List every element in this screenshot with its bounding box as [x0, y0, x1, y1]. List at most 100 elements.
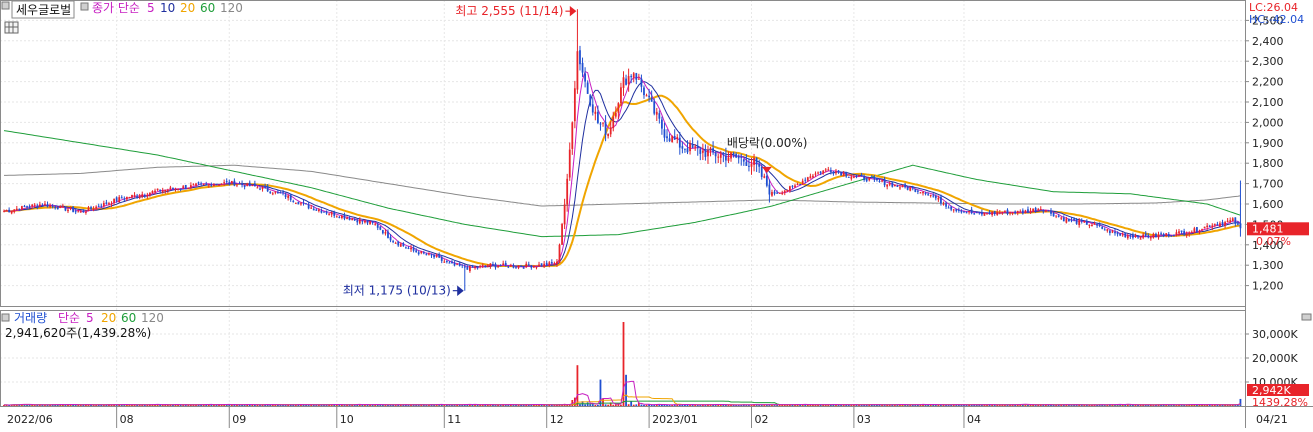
volume-bar [1065, 404, 1068, 406]
candle-body [1027, 209, 1029, 213]
volume-bar [243, 404, 246, 406]
candle-body [85, 211, 87, 213]
candle-body [768, 184, 771, 195]
candle-body [1106, 229, 1109, 231]
volume-bar [23, 404, 26, 406]
candle-body [1137, 236, 1139, 238]
candle-body [392, 241, 395, 243]
volume-bar [463, 404, 466, 406]
volume-pane[interactable] [3, 322, 1242, 406]
volume-bar [676, 404, 679, 406]
candle-body [248, 182, 251, 187]
volume-bar [507, 404, 510, 406]
candle-body [916, 190, 919, 192]
volume-bar [5, 404, 8, 406]
volume-bar [476, 404, 479, 406]
volume-bar [1167, 404, 1170, 406]
candle-body [113, 198, 115, 203]
lc-label: LC:26.04 [1249, 1, 1298, 14]
volume-bar [1216, 404, 1219, 406]
volume-bar [645, 404, 648, 406]
candle-body [535, 266, 538, 268]
candle-body [666, 136, 668, 139]
volume-bar [627, 404, 630, 406]
volume-title: 거래량 [14, 311, 47, 325]
volume-bar [74, 404, 77, 406]
candle-body [21, 206, 23, 210]
high-arrow-icon [565, 5, 577, 17]
volume-bar [1124, 404, 1127, 406]
candle-body [182, 186, 185, 188]
candle-body [955, 208, 958, 212]
candle-body [161, 190, 164, 193]
candle-body [622, 77, 625, 88]
volume-bar [105, 404, 108, 406]
volume-bar [256, 404, 259, 406]
candle-body [765, 175, 768, 186]
candle-body [661, 119, 663, 129]
volume-bar [397, 404, 400, 406]
volume-bar [722, 404, 725, 406]
candle-body [727, 157, 730, 161]
volume-bar [402, 404, 405, 406]
candle-body [517, 265, 520, 268]
volume-bar [607, 404, 610, 406]
volume-bar [410, 404, 412, 406]
volume-bar [1126, 404, 1129, 406]
candle-body [586, 82, 589, 94]
candle-body [146, 194, 149, 196]
volume-bar [172, 404, 174, 406]
volume-bar [371, 404, 374, 406]
indicator-square-icon[interactable] [80, 2, 89, 11]
volume-bar [661, 404, 663, 406]
volume-bar [77, 405, 80, 406]
candle-body [476, 267, 479, 269]
candle-body [1165, 233, 1168, 236]
volume-bar [161, 404, 164, 406]
volume-bar [1183, 404, 1186, 406]
volume-bar [778, 404, 781, 406]
volume-bar [822, 404, 825, 406]
volume-bar [38, 404, 41, 406]
candle-body [924, 193, 927, 195]
candle-body [23, 205, 26, 207]
volume-bar [1068, 405, 1070, 406]
volume-bar [407, 404, 410, 406]
candle-body [1016, 210, 1019, 213]
candle-body [474, 266, 476, 268]
stock-name-box[interactable] [11, 0, 75, 19]
candle-body [548, 262, 551, 266]
collapse-square-icon[interactable] [1, 1, 10, 10]
volume-bar [364, 404, 366, 406]
vol-ma60-label: 60 [121, 311, 136, 325]
price-y-tick-label: 2,500 [1252, 14, 1284, 27]
volume-bar [26, 404, 28, 406]
candle-body [230, 180, 233, 184]
candle-body [425, 254, 428, 256]
price-y-tick-label: 1,700 [1252, 178, 1284, 191]
candle-body [699, 149, 702, 154]
candle-body [177, 189, 179, 191]
volume-bar [776, 404, 778, 406]
candle-body [993, 210, 996, 214]
volume-bar [489, 404, 492, 406]
candle-body [914, 189, 917, 192]
volume-bar [978, 404, 981, 406]
date-tick-label: 2022/06 [7, 413, 53, 426]
volume-bar [192, 404, 195, 406]
volume-bar [31, 404, 34, 406]
candle-body [1088, 224, 1091, 226]
candle-body [1167, 234, 1170, 237]
volume-square-icon[interactable] [1, 313, 10, 322]
volume-bar [993, 404, 996, 406]
price-pane[interactable] [3, 9, 1242, 291]
volume-bar [643, 404, 645, 406]
volume-bar [719, 404, 722, 406]
volume-bar [54, 404, 57, 406]
volume-bar [417, 404, 420, 406]
candle-body [28, 205, 31, 208]
volume-bar [1016, 404, 1019, 406]
candle-body [899, 187, 901, 189]
candle-body [123, 198, 126, 200]
volume-pane-resize-icon[interactable] [1301, 313, 1312, 321]
